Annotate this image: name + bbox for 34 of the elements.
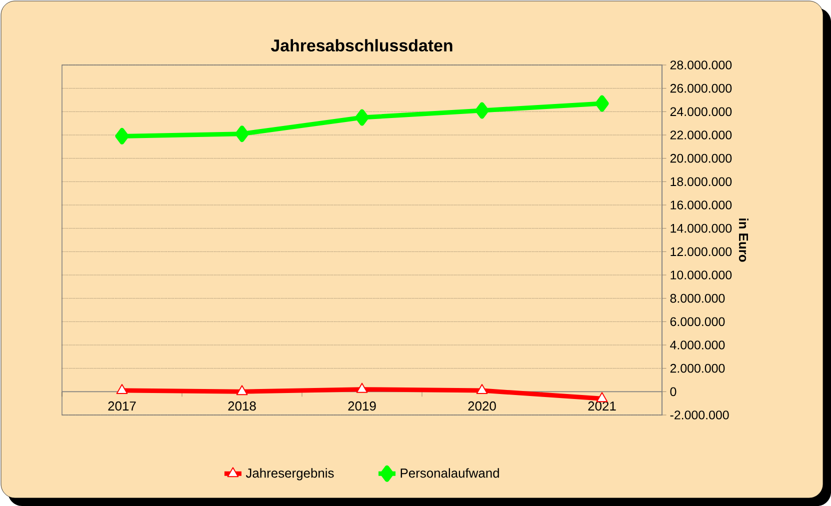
y-tick-label: 16.000.000 xyxy=(670,200,732,210)
y-tick-label: 28.000.000 xyxy=(670,60,732,70)
y-tick-label: -2.000.000 xyxy=(670,410,729,420)
point xyxy=(116,384,128,394)
y-tick-label: 24.000.000 xyxy=(670,107,732,116)
point xyxy=(235,126,249,142)
point xyxy=(595,95,609,112)
y-tick-label: 18.000.000 xyxy=(670,177,732,186)
point xyxy=(356,382,368,393)
x-tick-label: 2020 xyxy=(468,401,496,411)
y-tick-label: 10.000.000 xyxy=(670,270,732,280)
point xyxy=(475,102,489,119)
point xyxy=(115,128,129,144)
y-tick-label: 20.000.000 xyxy=(670,154,732,163)
y-tick-label: 4.000.000 xyxy=(670,340,725,350)
y-tick-label: 2.000.000 xyxy=(670,364,725,373)
y-tick-label: 0 xyxy=(670,387,676,396)
x-tick-label: 2018 xyxy=(228,401,256,411)
y-tick-label: 6.000.000 xyxy=(670,317,725,326)
x-tick-label: 2019 xyxy=(348,401,376,411)
x-tick-label: 2017 xyxy=(108,401,136,411)
x-tick-label: 2021 xyxy=(588,401,616,411)
y-tick-label: 12.000.000 xyxy=(670,247,732,256)
point xyxy=(236,385,248,396)
legend-label: Jahresergebnis xyxy=(246,468,334,480)
point xyxy=(476,384,488,394)
y-tick-label: 26.000.000 xyxy=(670,84,732,93)
legend-label: Personalaufwand xyxy=(400,468,499,478)
point xyxy=(355,109,369,126)
chart-title: Jahresabschlussdaten xyxy=(270,39,452,52)
y-axis-title: in Euro xyxy=(738,218,748,262)
y-tick-label: 14.000.000 xyxy=(670,224,732,233)
y-tick-label: 22.000.000 xyxy=(670,130,732,140)
y-tick-label: 8.000.000 xyxy=(670,294,725,303)
